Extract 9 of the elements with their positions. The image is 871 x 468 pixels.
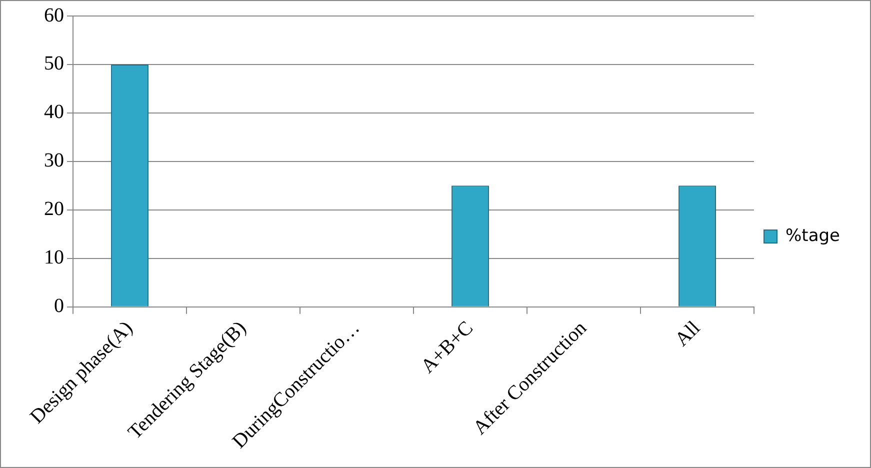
y-tick-label: 0 [54,295,64,318]
y-tick-label: 50 [44,52,64,75]
y-tick-label: 40 [44,101,64,124]
x-tick-label: All [670,316,705,351]
y-tick-label: 60 [44,4,64,26]
y-tick-label: 20 [44,198,64,220]
legend-label: %tage [786,226,840,246]
y-tick-label: 10 [44,246,64,269]
y-tick-label: 30 [44,150,64,172]
